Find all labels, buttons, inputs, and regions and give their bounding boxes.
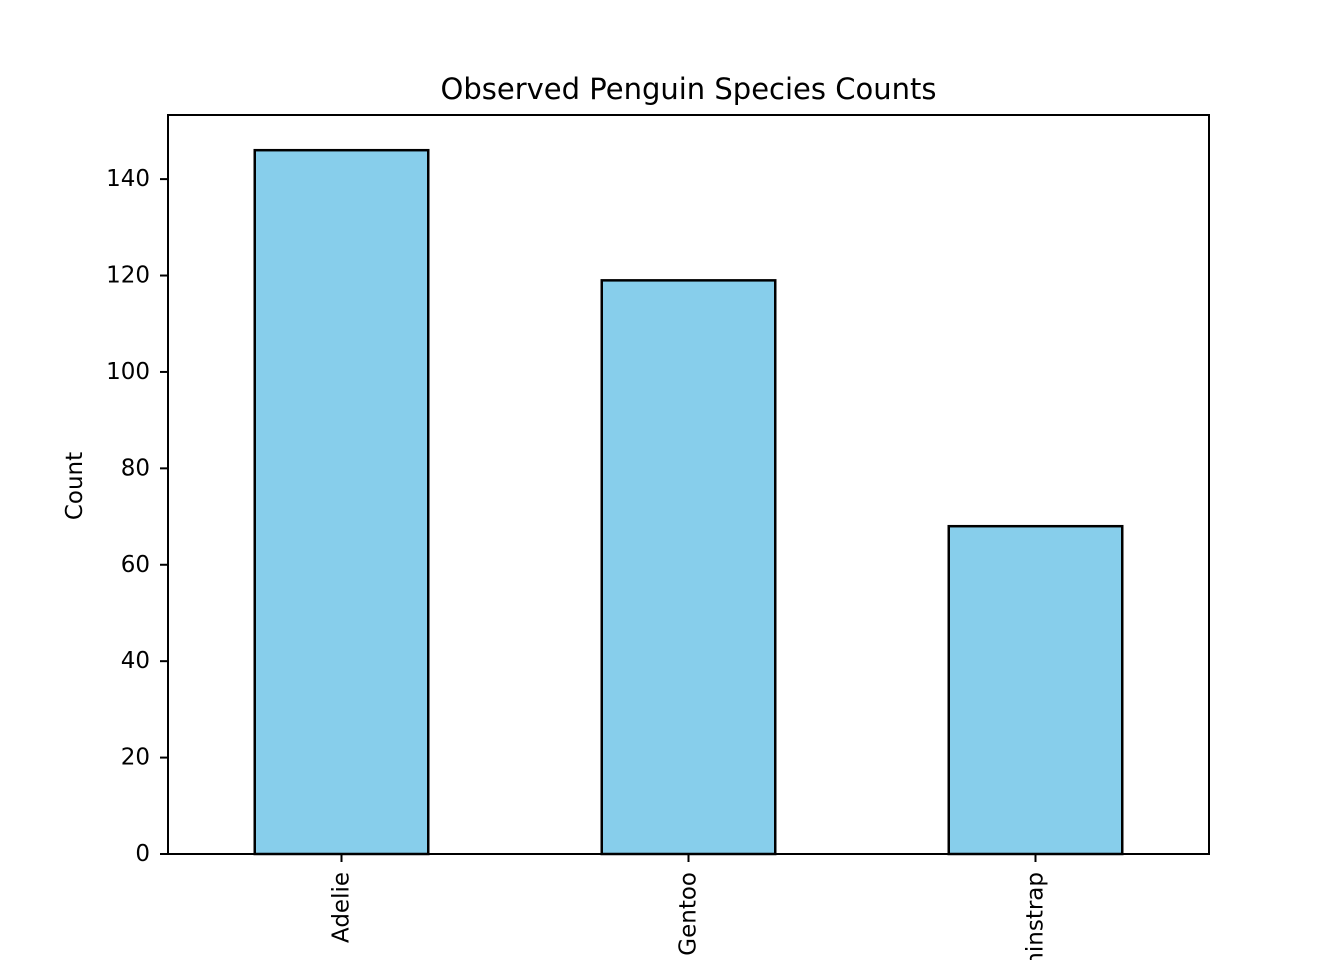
- x-tick-label: Gentoo: [676, 872, 702, 956]
- y-tick-label: 120: [106, 263, 150, 289]
- y-tick-label: 140: [106, 166, 150, 192]
- y-tick-label: 20: [121, 745, 150, 771]
- y-tick-label: 40: [121, 648, 150, 674]
- y-tick-label: 60: [121, 552, 150, 578]
- x-axis-ticks: Adelie Gentoo Chinstrap: [329, 854, 1049, 960]
- chart-title: Observed Penguin Species Counts: [441, 72, 937, 106]
- y-axis-label: Count: [62, 452, 88, 520]
- y-tick-label: 80: [121, 455, 150, 481]
- y-axis-ticks: 0 20 40 60 80 100 120 140: [106, 166, 168, 867]
- x-tick-label: Chinstrap: [1023, 872, 1049, 960]
- bars-group: [253, 148, 1124, 856]
- bar-adelie: [253, 148, 430, 856]
- bar-chinstrap: [947, 524, 1124, 856]
- plot-area-frame: [167, 114, 1210, 855]
- y-tick-label: 100: [106, 359, 150, 385]
- x-tick-label: Adelie: [329, 872, 355, 943]
- bar-gentoo: [600, 279, 777, 856]
- y-tick-label: 0: [135, 841, 150, 867]
